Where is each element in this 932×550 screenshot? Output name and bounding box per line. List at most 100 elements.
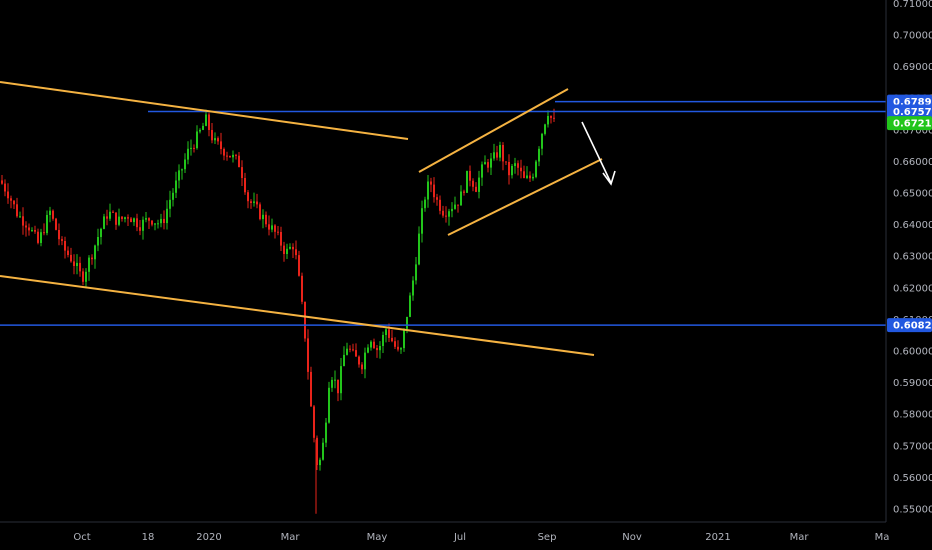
arrow-shaft[interactable]: [581, 121, 612, 184]
candle-body: [157, 223, 159, 225]
price-level-tag-bg: [887, 318, 932, 333]
candle-body: [193, 147, 195, 149]
candle-body: [280, 232, 282, 246]
price-axis-tick-label: 0.71000: [893, 0, 932, 10]
candle-body: [64, 241, 66, 251]
candle-body: [433, 184, 435, 198]
candle-body: [430, 181, 432, 185]
candle-body: [475, 186, 477, 192]
candle-body: [541, 133, 543, 149]
candle-body: [199, 129, 201, 132]
candle-body: [7, 191, 9, 199]
candle-body: [88, 257, 90, 272]
time-axis-tick-label: 2021: [705, 532, 730, 543]
candle-body: [544, 124, 546, 134]
candle-body: [37, 231, 39, 243]
candle-body: [31, 230, 33, 231]
price-level-tag: 0.67892: [893, 97, 932, 108]
candle-body: [439, 199, 441, 211]
time-axis-tick-label: 18: [142, 532, 155, 543]
candle-body: [409, 295, 411, 317]
trend-line[interactable]: [0, 81, 409, 140]
price-axis-tick-label: 0.65000: [893, 189, 932, 200]
candle-body: [178, 170, 180, 181]
time-axis-tick-label: May: [367, 532, 388, 543]
price-axis-tick-label: 0.60000: [893, 347, 932, 358]
candle-body: [184, 159, 186, 170]
candle-body: [268, 224, 270, 230]
current-price-tag-bg: [887, 116, 932, 131]
candle-body: [70, 254, 72, 262]
candle-body: [55, 218, 57, 230]
candle-body: [97, 237, 99, 246]
candle-body: [511, 166, 513, 176]
candle-body: [547, 116, 549, 125]
candle-body: [19, 216, 21, 218]
candle-body: [205, 114, 207, 126]
price-axis-tick-label: 0.69000: [893, 62, 932, 73]
candle-body: [307, 338, 309, 372]
candle-body: [322, 442, 324, 460]
candle-body: [292, 246, 294, 250]
candle-body: [550, 116, 552, 118]
candle-body: [502, 145, 504, 162]
candle-body: [520, 167, 522, 172]
candle-body: [52, 210, 54, 219]
candle-body: [352, 349, 354, 351]
candle-body: [385, 329, 387, 335]
candle-body: [301, 275, 303, 302]
candle-body: [133, 218, 135, 223]
candle-body: [523, 171, 525, 178]
current-price-tag: 0.67212: [893, 119, 932, 130]
candle-body: [142, 219, 144, 231]
candle-body: [403, 328, 405, 349]
candle-body: [67, 250, 69, 255]
candle-body: [331, 379, 333, 388]
candle-body: [508, 162, 510, 176]
candle-body: [340, 366, 342, 394]
price-axis-tick-label: 0.66000: [893, 157, 932, 168]
candle-body: [454, 204, 456, 209]
candle-body: [109, 211, 111, 219]
price-axis-tick-label: 0.56000: [893, 473, 932, 484]
candle-body: [397, 346, 399, 350]
candle-body: [94, 245, 96, 260]
candle-body: [277, 231, 279, 233]
candle-body: [73, 261, 75, 266]
candle-body: [112, 211, 114, 213]
candle-body: [214, 138, 216, 141]
candle-body: [388, 329, 390, 338]
candle-body: [286, 248, 288, 254]
candle-body: [325, 422, 327, 443]
candle-body: [211, 130, 213, 141]
candle-body: [493, 152, 495, 159]
candle-body: [13, 200, 15, 205]
price-level-tag-bg: [887, 104, 932, 119]
candle-body: [364, 352, 366, 370]
candle-body: [289, 246, 291, 249]
candle-body: [337, 379, 339, 394]
candle-body: [532, 176, 534, 179]
candle-body: [115, 212, 117, 225]
trend-line[interactable]: [0, 275, 595, 356]
candle-body: [103, 216, 105, 229]
trend-line[interactable]: [418, 88, 569, 173]
candle-body: [217, 138, 219, 142]
candle-body: [187, 148, 189, 160]
trend-line[interactable]: [447, 158, 603, 236]
candle-body: [232, 154, 234, 158]
candle-body: [100, 228, 102, 237]
candle-body: [334, 379, 336, 381]
candle-body: [256, 201, 258, 205]
candle-body: [130, 218, 132, 223]
candle-body: [106, 216, 108, 219]
candle-body: [328, 387, 330, 423]
candle-body: [226, 155, 228, 157]
price-axis-tick-label: 0.64000: [893, 220, 932, 231]
candle-body: [190, 147, 192, 149]
candle-body: [58, 230, 60, 240]
candle-body: [436, 197, 438, 200]
candle-body: [160, 218, 162, 224]
